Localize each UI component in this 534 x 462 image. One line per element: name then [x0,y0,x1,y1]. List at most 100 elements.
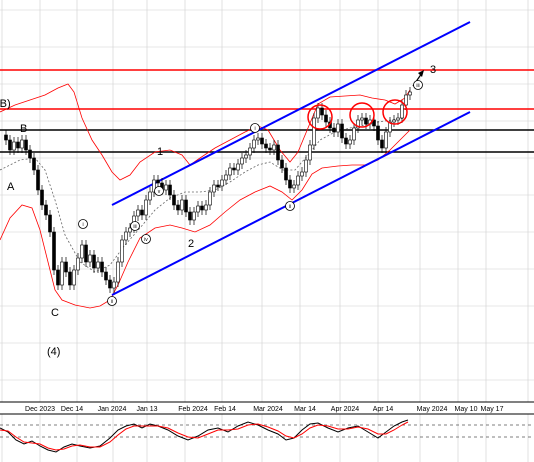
candle-body [184,199,188,213]
date-axis-label: Apr 2024 [331,406,360,413]
candle-body [400,104,404,119]
candle-body [8,139,12,151]
candle-body [268,147,272,151]
sub-wave-label: iv [144,237,148,243]
sub-wave-circle [141,234,151,244]
candle-body [260,137,264,145]
candle-body [372,119,376,127]
candle-body [176,204,180,211]
candle-body [240,157,244,165]
bollinger-upper-band [0,83,411,181]
date-axis-label: Feb 2024 [178,406,208,413]
sub-wave-label: ii [289,204,291,210]
channel-upper-line [111,21,471,206]
candle-body [120,239,124,263]
top-highlight-circle-3 [382,99,408,125]
candle-body [200,205,204,211]
candle-body [196,205,200,213]
candle-body [188,211,192,221]
candle-body [320,107,324,116]
date-axis-label: Jan 2024 [98,406,127,413]
candle-body [312,117,316,146]
bollinger-lower-band [0,129,411,309]
sub-wave-circle [285,201,295,211]
sub-wave-circle [130,221,140,231]
candle-body [112,281,116,289]
wave-label-2: 2 [188,238,194,250]
candle-body [204,204,208,211]
date-axis-label: May 2024 [417,406,448,413]
candle-body [24,139,28,151]
candle-body [212,184,216,193]
candle-body [72,269,76,286]
candle-body [316,107,320,119]
candle-body [348,139,352,145]
candle-body [92,254,96,269]
oscillator-main-line [0,419,409,453]
candle-body [308,144,312,161]
candle-body [252,139,256,149]
wave-label-3: 3 [430,64,436,76]
candle-body [388,121,392,133]
candle-body [76,257,80,271]
candle-body [272,144,276,151]
candle-body [88,254,92,263]
candle-body [32,157,36,171]
candle-body [20,139,24,149]
candle-body [340,123,344,139]
date-axis-label: Apr 14 [373,406,394,413]
date-axis-label: Mar 14 [294,406,316,413]
date-axis-label: Dec 14 [61,406,83,413]
candle-body [408,91,412,96]
candle-body [264,143,268,149]
candle-body [288,179,292,189]
candle-body [332,127,336,133]
candle-body [380,139,384,149]
candle-body [376,125,380,141]
candle-body [168,184,172,196]
candle-body [180,199,184,211]
candle-body [40,189,44,206]
candle-body [16,141,20,149]
candle-body [108,279,112,289]
candle-body [28,149,32,159]
candle-body [96,261,100,269]
sub-wave-label: v [158,189,161,195]
candle-body [336,123,340,133]
wave-label-A: A [7,181,15,193]
candle-body [80,244,84,259]
candle-body [156,179,160,184]
candle-body [172,194,176,206]
candle-body [100,261,104,273]
candle-body [324,114,328,123]
sub-wave-label: i [82,222,83,228]
candle-body [232,167,236,171]
sub-wave-label: iii [133,224,136,230]
date-axis-label: Mar 2024 [253,406,283,413]
candle-body [56,269,60,286]
projection-arrowhead [418,70,424,77]
sub-wave-label: ii [111,299,113,305]
wave-label-B: B [20,123,27,135]
candle-body [140,209,144,216]
candle-body [384,131,388,149]
candle-body [344,137,348,145]
candle-body [116,261,120,283]
candle-body [284,167,288,181]
candle-body [128,227,132,233]
candle-body [256,137,260,141]
top-highlight-circle-1 [307,104,333,130]
candle-body [192,211,196,221]
candle-body [292,184,296,189]
candle-body [248,147,252,156]
candle-body [12,141,16,151]
oscillator-signal-line [0,421,409,451]
wave-label-C: C [51,307,59,319]
candle-body [164,184,168,191]
candle-body [280,159,284,169]
candle-body [4,134,8,141]
candle-body [356,119,360,129]
